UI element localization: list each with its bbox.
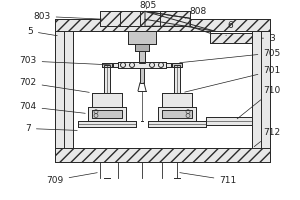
Text: 808: 808 [185, 7, 207, 18]
Bar [102, 63, 112, 67]
Bar [55, 19, 270, 31]
Bar [158, 107, 196, 121]
Bar [162, 110, 192, 118]
Bar [104, 65, 110, 93]
Bar [174, 65, 180, 93]
Bar [210, 33, 252, 43]
Text: 6: 6 [226, 21, 233, 36]
Bar [118, 62, 166, 68]
Bar [252, 31, 270, 148]
Text: 703: 703 [20, 56, 110, 65]
Bar [166, 63, 171, 67]
Bar [174, 65, 180, 93]
Text: 712: 712 [254, 128, 280, 147]
Bar [210, 33, 252, 43]
Bar [104, 65, 110, 93]
Text: 702: 702 [20, 78, 89, 92]
Bar [140, 68, 144, 83]
Bar [162, 93, 192, 107]
Bar [172, 63, 182, 67]
Bar [252, 31, 270, 148]
Text: 3: 3 [262, 34, 275, 43]
Bar [88, 107, 126, 121]
Bar [55, 31, 73, 148]
Bar [206, 117, 252, 125]
Bar [139, 51, 145, 63]
Bar [113, 63, 118, 67]
Bar [92, 93, 122, 107]
Text: 803: 803 [33, 12, 102, 21]
Text: 7: 7 [25, 124, 77, 133]
Bar [55, 148, 270, 162]
Bar [100, 11, 190, 26]
Bar [78, 121, 136, 127]
Text: 710: 710 [237, 86, 280, 119]
Bar [78, 121, 136, 127]
Bar [92, 93, 122, 107]
Bar [88, 107, 126, 121]
Bar [100, 11, 190, 26]
Bar [139, 51, 145, 63]
Bar [118, 62, 166, 68]
Text: 705: 705 [180, 49, 280, 63]
Text: 5: 5 [27, 27, 57, 36]
Bar [162, 110, 192, 118]
Text: 704: 704 [20, 102, 85, 113]
Bar [55, 31, 73, 148]
Bar [166, 63, 171, 67]
Bar [158, 107, 196, 121]
Text: 711: 711 [180, 173, 237, 185]
Bar [92, 110, 122, 118]
Text: 805: 805 [140, 1, 157, 10]
Bar [102, 63, 112, 67]
Bar [92, 110, 122, 118]
Polygon shape [145, 11, 190, 26]
Bar [162, 93, 192, 107]
Bar [135, 44, 149, 51]
Bar [128, 31, 156, 44]
Bar [128, 31, 156, 44]
Bar [55, 148, 270, 162]
Bar [113, 63, 118, 67]
Bar [206, 117, 252, 125]
Bar [148, 121, 206, 127]
Bar [172, 63, 182, 67]
Text: 709: 709 [46, 173, 97, 185]
Text: 701: 701 [185, 66, 280, 92]
Bar [148, 121, 206, 127]
Bar [55, 19, 270, 31]
Bar [135, 44, 149, 51]
